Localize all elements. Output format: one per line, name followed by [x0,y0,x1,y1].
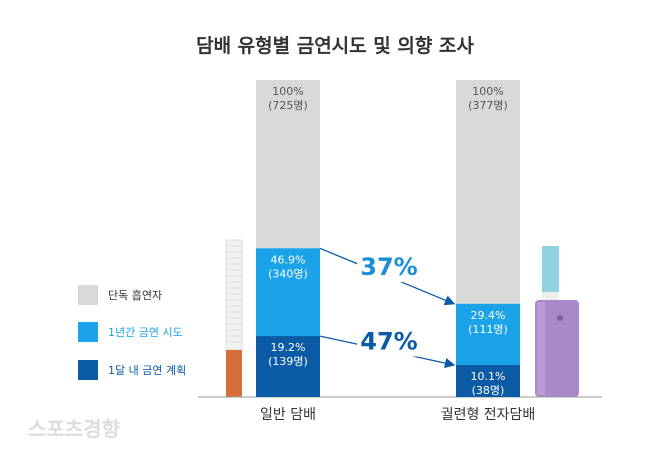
change-percent-background [357,252,421,283]
data-label-heated-quit-attempt: 29.4% [471,309,506,322]
legend-label-quit-attempt: 1년간 금연 시도 [108,326,183,339]
count-label-general-quit-plan: (139명) [268,355,308,368]
data-label-general-quit-plan: 19.2% [271,341,306,354]
bar-general-quit-plan [256,336,320,397]
legend-swatch-quit-attempt [78,322,98,342]
watermark: 스포츠경향 [28,417,121,441]
heated-tobacco-device-icon [535,246,579,397]
cigarette-icon [225,239,243,397]
count-label-heated-quit-plan: (38명) [472,384,505,397]
change-percent-background [357,326,421,357]
legend-label-quit-plan: 1달 내 금연 계획 [108,364,186,377]
chart-title: 담배 유형별 금연시도 및 의향 조사 [196,35,474,57]
data-label-heated-quit-plan: 10.1% [471,370,506,383]
legend-label-sole-smoker: 단독 흡연자 [108,288,162,302]
bar-heated-quit-plan [456,364,520,397]
category-label-heated: 궐련형 전자담배 [441,407,536,423]
change-percent-quit-plan: 47% [360,328,417,356]
legend-swatch-quit-plan [78,360,98,380]
bars-layer: 100%(725명)100%(377명)46.9%(340명)29.4%(111… [256,80,520,397]
data-label-heated-sole-smoker: 100% [472,85,503,98]
count-label-general-sole-smoker: (725명) [268,99,308,112]
data-label-general-sole-smoker: 100% [272,85,303,98]
count-label-heated-sole-smoker: (377명) [468,99,508,112]
change-percent-quit-attempt: 37% [360,253,417,281]
count-label-heated-quit-attempt: (111명) [468,323,508,336]
legend: 단독 흡연자 1년간 금연 시도 1달 내 금연 계획 [78,285,186,380]
legend-swatch-sole-smoker [78,285,98,305]
category-label-general: 일반 담배 [260,407,316,423]
data-label-general-quit-attempt: 46.9% [271,253,306,266]
annotations-layer: 37% 47% [319,247,456,369]
count-label-general-quit-attempt: (340명) [268,267,308,280]
